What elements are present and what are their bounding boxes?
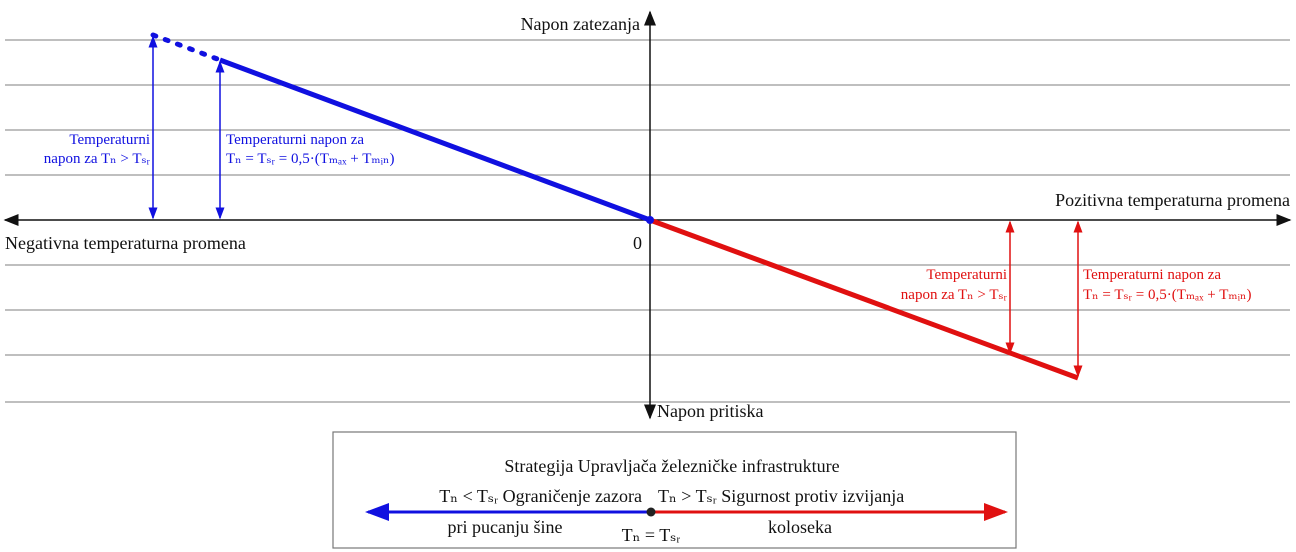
label: Temperaturni napon za (1083, 267, 1221, 283)
axis-label: Napon zatezanja (521, 14, 640, 34)
label: napon za Tₙ > Tₛᵣ (901, 287, 1008, 303)
origin-dot (646, 216, 654, 224)
red-line (649, 217, 1079, 381)
blue-dotted-line (150, 32, 223, 63)
label: Tₙ = Tₛᵣ = 0,5·(Tₘₐₓ + Tₘᵢₙ) (1083, 287, 1252, 303)
legend-text: Tₙ = Tₛᵣ (622, 525, 681, 545)
legend-dot (646, 507, 656, 517)
label: Temperaturni (926, 267, 1007, 283)
legend-text: Tₙ < Tₛᵣ Ograničenje zazora (439, 486, 642, 506)
legend-box: Strategija Upravljača železničke infrast… (332, 431, 1017, 549)
blue-line (219, 57, 651, 223)
axis-label: Napon pritiska (657, 401, 763, 421)
axis-label: Pozitivna temperaturna promena (1055, 190, 1290, 210)
legend-text: pri pucanju šine (448, 517, 563, 537)
label: Tₙ = Tₛᵣ = 0,5·(Tₘₐₓ + Tₘᵢₙ) (226, 151, 395, 167)
label: Temperaturni napon za (226, 132, 364, 148)
label: napon za Tₙ > Tₛᵣ (44, 151, 151, 167)
axis-label: Negativna temperaturna promena (5, 233, 246, 253)
legend-text: koloseka (768, 517, 832, 537)
label: Temperaturni (69, 132, 150, 148)
origin-label: 0 (633, 233, 642, 253)
legend-text: Tₙ > Tₛᵣ Sigurnost protiv izvijanja (658, 486, 904, 506)
legend-title: Strategija Upravljača železničke infrast… (504, 456, 839, 476)
